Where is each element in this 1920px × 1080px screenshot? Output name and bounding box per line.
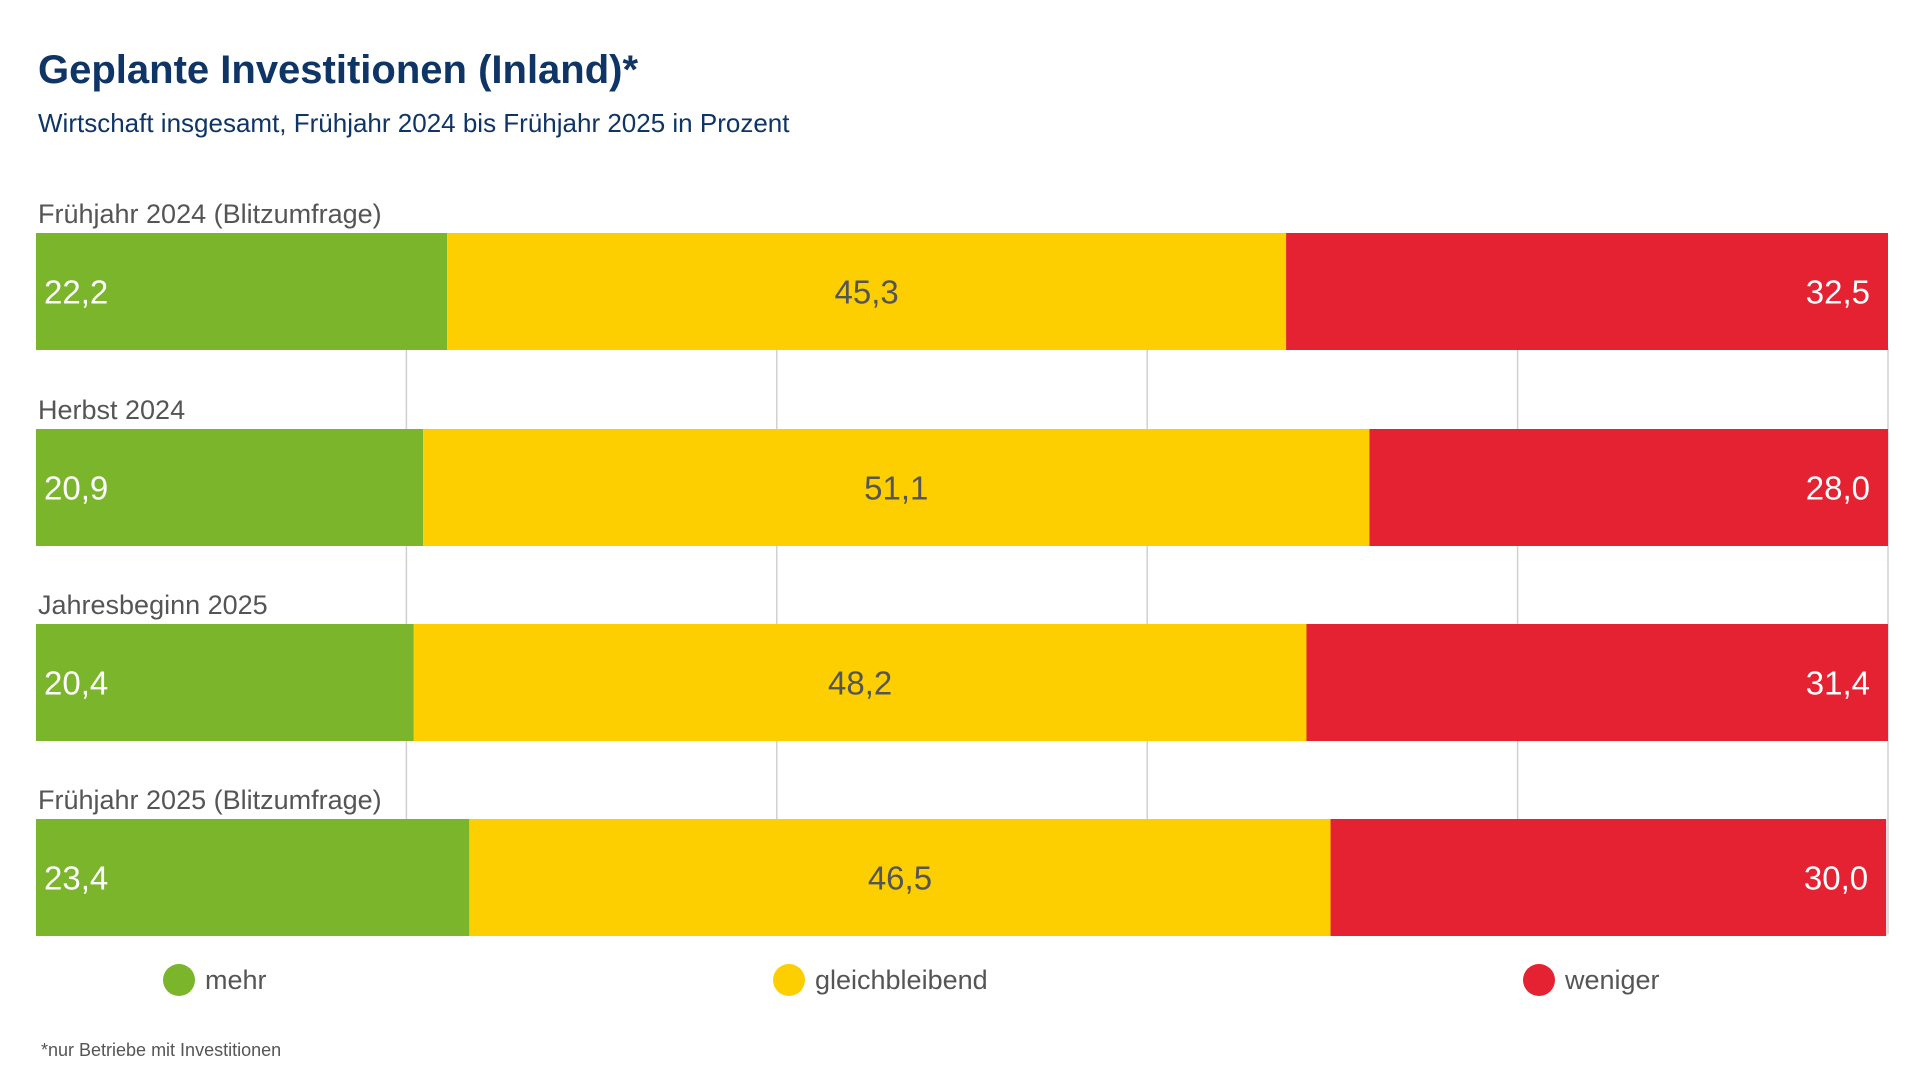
data-label-mehr: 20,4 xyxy=(44,665,108,702)
legend-label-weniger: weniger xyxy=(1565,964,1660,995)
legend-item-gleichbleibend: gleichbleibend xyxy=(773,964,988,996)
data-label-weniger: 31,4 xyxy=(1806,665,1870,702)
legend-swatch-gleichbleibend xyxy=(773,964,805,996)
category-label: Frühjahr 2024 (Blitzumfrage) xyxy=(38,199,382,229)
bar-gleichbleibend xyxy=(423,429,1370,546)
bar-mehr xyxy=(36,819,470,936)
data-label-gleichbleibend: 51,1 xyxy=(864,470,928,507)
bar-mehr xyxy=(36,429,424,546)
data-label-gleichbleibend: 46,5 xyxy=(868,860,932,897)
legend-item-mehr: mehr xyxy=(163,964,267,996)
bar-weniger xyxy=(1369,429,1888,546)
legend-item-weniger: weniger xyxy=(1523,964,1660,996)
footnote: *nur Betriebe mit Investitionen xyxy=(41,1040,282,1060)
legend-swatch-mehr xyxy=(163,964,195,996)
chart-subtitle: Wirtschaft insgesamt, Frühjahr 2024 bis … xyxy=(38,108,790,138)
data-label-mehr: 23,4 xyxy=(44,860,108,897)
data-label-mehr: 20,9 xyxy=(44,470,108,507)
category-label: Jahresbeginn 2025 xyxy=(38,590,268,620)
category-label: Herbst 2024 xyxy=(38,395,185,425)
bar-mehr xyxy=(36,233,448,350)
legend-swatch-weniger xyxy=(1523,964,1555,996)
bar-weniger xyxy=(1330,819,1887,936)
stacked-bar-chart: Frühjahr 2024 (Blitzumfrage) 22,2 45,3 32,5… xyxy=(36,199,1889,936)
bar-weniger xyxy=(1286,233,1888,350)
data-label-gleichbleibend: 48,2 xyxy=(828,665,892,702)
bar-weniger xyxy=(1306,624,1888,741)
data-label-weniger: 32,5 xyxy=(1806,274,1870,311)
data-label-weniger: 28,0 xyxy=(1806,470,1870,507)
bar-gleichbleibend xyxy=(447,233,1287,350)
data-label-weniger: 30,0 xyxy=(1804,860,1868,897)
legend-label-mehr: mehr xyxy=(205,964,267,995)
bar-mehr xyxy=(36,624,414,741)
legend-label-gleichbleibend: gleichbleibend xyxy=(815,964,988,995)
bar-gleichbleibend xyxy=(469,819,1331,936)
bar-gleichbleibend xyxy=(413,624,1307,741)
category-label: Frühjahr 2025 (Blitzumfrage) xyxy=(38,785,382,815)
data-label-mehr: 22,2 xyxy=(44,274,108,311)
data-label-gleichbleibend: 45,3 xyxy=(835,274,899,311)
chart-title: Geplante Investitionen (Inland)* xyxy=(38,48,639,92)
